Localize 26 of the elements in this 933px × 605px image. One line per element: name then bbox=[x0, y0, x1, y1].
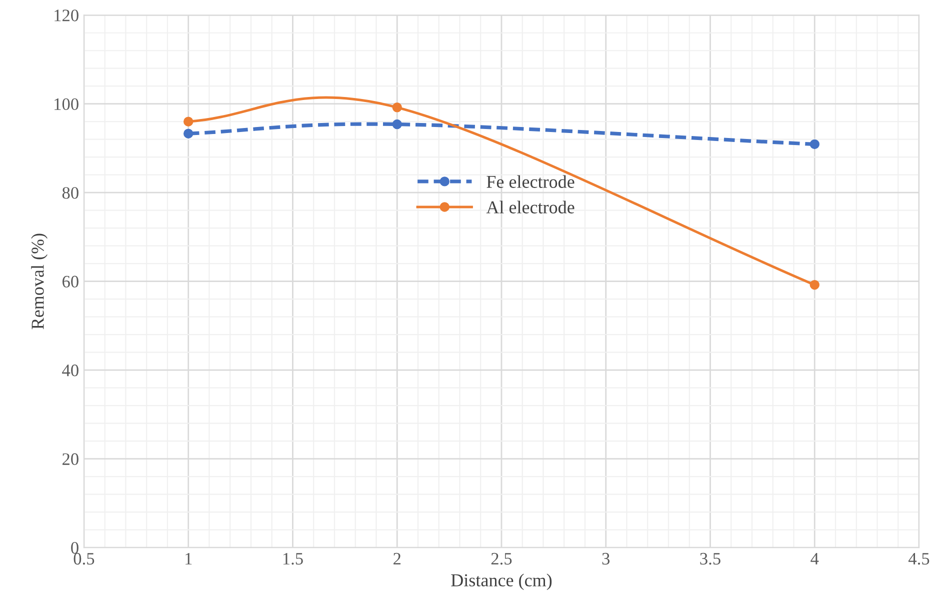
x-tick-label: 4.5 bbox=[908, 553, 930, 565]
y-tick-label: 0 bbox=[71, 542, 78, 554]
x-tick-label: 3.5 bbox=[700, 552, 720, 565]
y-tick-label: 100 bbox=[54, 98, 78, 110]
y-tick-label: 40 bbox=[62, 364, 78, 376]
point bbox=[183, 128, 194, 138]
y-tick-label: 60 bbox=[62, 276, 78, 288]
y-tick-label: 80 bbox=[62, 187, 78, 199]
point bbox=[810, 139, 820, 150]
x-tick-label: 3 bbox=[602, 552, 610, 565]
x-axis-title: Distance (cm) bbox=[451, 574, 552, 590]
x-tick-label: 4 bbox=[810, 553, 819, 564]
x-tick-label: 0.5 bbox=[74, 552, 94, 565]
x-tick-label: 2 bbox=[394, 552, 400, 564]
x-tick-label: 2.5 bbox=[491, 552, 512, 565]
point bbox=[392, 119, 402, 130]
point bbox=[810, 280, 820, 290]
x-tick-label: 1.5 bbox=[283, 552, 303, 565]
legend-label: Al electrode bbox=[486, 200, 574, 214]
point bbox=[392, 102, 402, 112]
y-tick-label: 120 bbox=[54, 10, 78, 22]
y-tick-label: 20 bbox=[62, 453, 78, 465]
point bbox=[183, 116, 194, 126]
legend-label: Fe electrode bbox=[486, 175, 574, 188]
x-tick-label: 1 bbox=[186, 552, 192, 564]
y-axis-title: Removal (%) bbox=[31, 234, 48, 330]
